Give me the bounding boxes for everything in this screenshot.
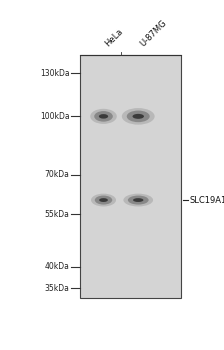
Ellipse shape — [123, 194, 153, 206]
Text: HeLa: HeLa — [103, 27, 125, 49]
Text: U-87MG: U-87MG — [138, 19, 168, 49]
Text: 130kDa: 130kDa — [40, 69, 70, 78]
Ellipse shape — [132, 114, 144, 119]
Ellipse shape — [94, 111, 113, 122]
Ellipse shape — [99, 198, 108, 202]
Text: 70kDa: 70kDa — [45, 170, 70, 179]
Text: 35kDa: 35kDa — [45, 284, 70, 293]
Text: 40kDa: 40kDa — [45, 262, 70, 271]
Text: SLC19A1: SLC19A1 — [190, 196, 224, 204]
Ellipse shape — [133, 198, 143, 202]
Ellipse shape — [127, 111, 150, 122]
Ellipse shape — [99, 114, 108, 119]
Ellipse shape — [95, 196, 112, 204]
Text: 100kDa: 100kDa — [40, 112, 70, 121]
Bar — [80, 56, 181, 298]
Ellipse shape — [128, 196, 149, 204]
Ellipse shape — [122, 108, 155, 125]
Ellipse shape — [91, 194, 116, 206]
Ellipse shape — [90, 109, 117, 124]
Text: 55kDa: 55kDa — [45, 210, 70, 219]
